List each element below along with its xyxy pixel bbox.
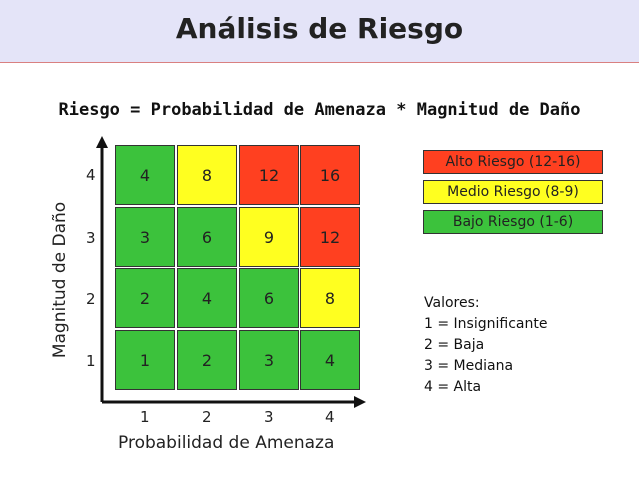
matrix-cell: 9: [239, 207, 299, 267]
values-key: Valores: 1 = Insignificante 2 = Baja 3 =…: [424, 293, 547, 398]
matrix-cell: 2: [115, 268, 175, 328]
title-bar: Análisis de Riesgo: [0, 0, 639, 63]
matrix-cell: 8: [177, 145, 237, 205]
x-axis-label: Probabilidad de Amenaza: [118, 433, 335, 453]
matrix-cell: 8: [300, 268, 360, 328]
x-tick-label: 2: [202, 408, 212, 426]
value-item: 1 = Insignificante: [424, 316, 548, 332]
page-title: Análisis de Riesgo: [175, 12, 464, 45]
matrix-cell: 1: [115, 330, 175, 390]
matrix-cell: 4: [177, 268, 237, 328]
values-title: Valores:: [424, 295, 480, 311]
matrix-cell: 12: [300, 207, 360, 267]
matrix-cell: 16: [300, 145, 360, 205]
matrix-cell: 4: [115, 145, 175, 205]
y-tick-label: 1: [86, 352, 96, 370]
risk-formula: Riesgo = Probabilidad de Amenaza * Magni…: [58, 100, 581, 120]
value-item: 3 = Mediana: [424, 358, 514, 374]
y-axis-label: Magnitud de Daño: [50, 201, 70, 359]
y-tick-label: 4: [86, 166, 96, 184]
matrix-cell: 4: [300, 330, 360, 390]
value-item: 4 = Alta: [424, 379, 482, 395]
legend-item-low: Bajo Riesgo (1-6): [423, 210, 603, 234]
x-axis-arrow-icon: [354, 396, 366, 408]
x-tick-label: 4: [325, 408, 335, 426]
matrix-cell: 6: [177, 207, 237, 267]
value-item: 2 = Baja: [424, 337, 485, 353]
matrix-cell: 3: [239, 330, 299, 390]
y-tick-label: 3: [86, 229, 96, 247]
legend-item-high: Alto Riesgo (12-16): [423, 150, 603, 174]
y-tick-label: 2: [86, 290, 96, 308]
matrix-cell: 2: [177, 330, 237, 390]
x-tick-label: 1: [140, 408, 150, 426]
y-axis-arrow-icon: [96, 136, 108, 148]
matrix-cell: 6: [239, 268, 299, 328]
legend-item-medium: Medio Riesgo (8-9): [423, 180, 603, 204]
x-tick-label: 3: [264, 408, 274, 426]
matrix-cell: 3: [115, 207, 175, 267]
matrix-cell: 12: [239, 145, 299, 205]
